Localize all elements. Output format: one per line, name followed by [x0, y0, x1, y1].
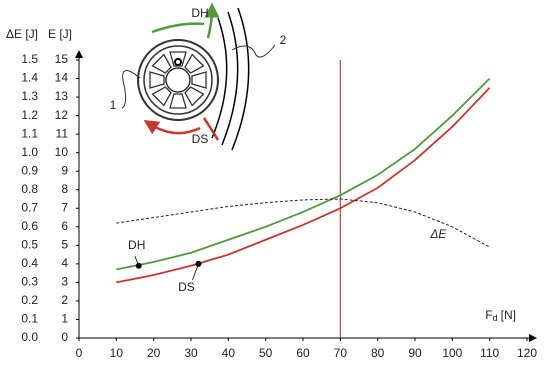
y2-tick-label: 1.5	[21, 52, 38, 66]
x-tick-label: 110	[480, 346, 499, 360]
x-tick-label: 90	[408, 346, 422, 360]
point-leader	[192, 263, 199, 281]
y-tick-label: 7	[61, 200, 68, 214]
x-tick-label: 20	[147, 346, 161, 360]
y-tick-label: 4	[61, 256, 68, 270]
y2-tick-label: 0.6	[21, 219, 38, 233]
y-tick-label: 5	[61, 238, 68, 252]
y2-tick-label: 0.5	[21, 238, 38, 252]
x-tick-label: 120	[517, 346, 537, 360]
y2-tick-label: 0.7	[21, 200, 38, 214]
x-tick-label: 60	[296, 346, 310, 360]
x-label-subscript: d	[493, 313, 498, 323]
y2-tick-label: 1.3	[21, 89, 38, 103]
x-tick-label: 30	[184, 346, 198, 360]
y-tick-label: 1	[61, 312, 68, 326]
point-label: DS	[178, 280, 195, 294]
y-tick-label: 12	[55, 108, 69, 122]
x-tick-label: 10	[110, 346, 124, 360]
y2-tick-label: 0.1	[21, 312, 38, 326]
y-tick-label: 10	[55, 145, 69, 159]
y-tick-label: 13	[55, 89, 69, 103]
x-tick-label: 40	[222, 346, 236, 360]
inset-label: 1	[110, 98, 117, 112]
inset-diagram: DH DS 1 2	[110, 2, 287, 151]
y2-tick-label: 0.8	[21, 182, 38, 196]
y2-tick-label: 1.2	[21, 108, 38, 122]
y2-tick-label: 0.0	[21, 330, 38, 344]
y2-tick-label: 1.0	[21, 145, 38, 159]
y-tick-label: 8	[61, 182, 68, 196]
x-tick-label: 100	[442, 346, 462, 360]
x-label: Fd [N]	[485, 308, 516, 323]
y-tick-label: 2	[61, 293, 68, 307]
y-tick-label: 3	[61, 275, 68, 289]
y2-tick-label: 1.1	[21, 126, 38, 140]
inset-label: DS	[192, 132, 209, 146]
y-tick-label: 0	[61, 330, 68, 344]
series-label: ΔE	[429, 227, 447, 241]
x-tick-label: 80	[371, 346, 385, 360]
y2-tick-label: 0.3	[21, 275, 38, 289]
x-tick-label: 70	[334, 346, 348, 360]
y-tick-label: 11	[56, 126, 69, 140]
x-label-symbol: F	[485, 308, 492, 322]
series-line	[116, 198, 490, 248]
y-tick-label: 15	[55, 52, 69, 66]
y2-tick-label: 0.4	[21, 256, 38, 270]
y2-tick-label: 0.2	[21, 293, 38, 307]
y-tick-label: 9	[61, 163, 68, 177]
point-leader	[134, 255, 140, 266]
y2-tick-label: 1.4	[21, 71, 38, 85]
x-tick-label: 0	[76, 346, 83, 360]
y2-label: ΔE [J]	[6, 27, 38, 41]
series-line	[116, 77, 491, 271]
inset-label: DH	[191, 6, 208, 20]
x-label-unit: [N]	[501, 308, 516, 322]
y-tick-label: 14	[55, 71, 69, 85]
y-tick-label: 6	[61, 219, 68, 233]
point-label: DH	[128, 238, 145, 252]
x-tick-label: 50	[259, 346, 273, 360]
inset-label: 2	[280, 33, 287, 47]
y2-tick-label: 0.9	[21, 163, 38, 177]
y-label: E [J]	[48, 27, 72, 41]
series-line	[116, 87, 491, 284]
